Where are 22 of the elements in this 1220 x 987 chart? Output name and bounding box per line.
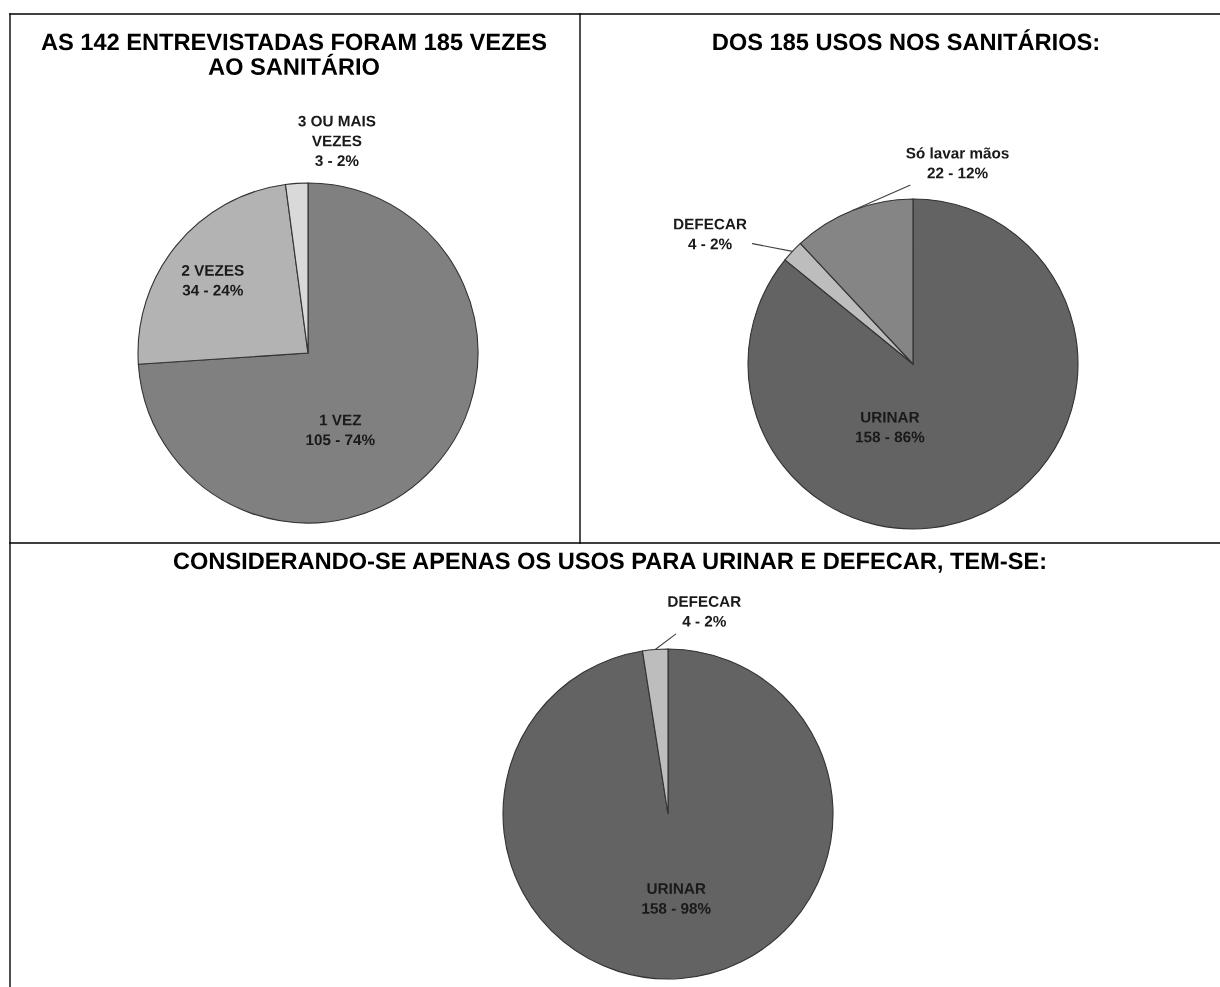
data-label: 158 - 98% — [642, 902, 711, 914]
data-label: 34 - 24% — [182, 284, 243, 296]
pie-slice — [747, 198, 1079, 530]
slice-label: 1 VEZ — [320, 414, 362, 426]
data-label: 4 - 2% — [688, 238, 732, 250]
slice-label: URINAR — [647, 883, 706, 895]
slice-label: 2 VEZES — [181, 264, 244, 276]
data-label: 3 - 2% — [315, 155, 359, 167]
chart-title: DOS 185 USOS NOS SANITÁRIOS: — [713, 29, 1098, 51]
data-label: 4 - 2% — [682, 615, 726, 627]
data-label: 22 - 12% — [927, 167, 988, 179]
data-label: 105 - 74% — [306, 434, 375, 446]
slice-label: URINAR — [861, 411, 920, 423]
pie-slice — [137, 182, 479, 524]
pie-slice — [502, 648, 834, 980]
slice-label: Só lavar mãos — [906, 147, 1009, 159]
slice-label: DEFECAR — [674, 218, 747, 230]
slice-label: DEFECAR — [668, 596, 741, 607]
chart-title: AS 142 ENTREVISTADAS FORAM 185 VEZES AO SANITÁRIO — [41, 33, 547, 75]
chart-title: CONSIDERANDO-SE APENAS OS USOS PARA URINAR E DEFECAR, TEM-SE: — [173, 552, 1045, 573]
data-label: 158 - 86% — [856, 431, 925, 443]
slice-label: 3 OU MAIS VEZES — [298, 115, 376, 147]
